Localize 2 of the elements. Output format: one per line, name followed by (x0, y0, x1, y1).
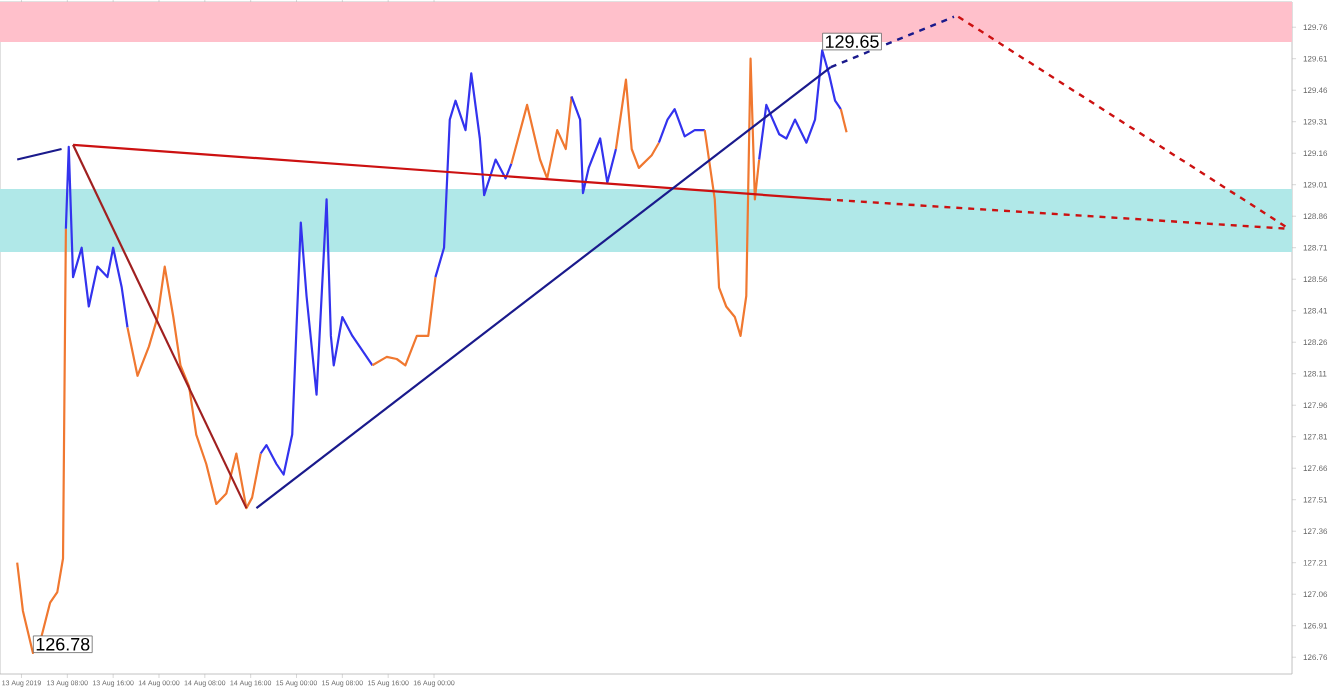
annotation: 126.78 (36, 637, 90, 651)
annotation: 129.65 (825, 35, 879, 48)
